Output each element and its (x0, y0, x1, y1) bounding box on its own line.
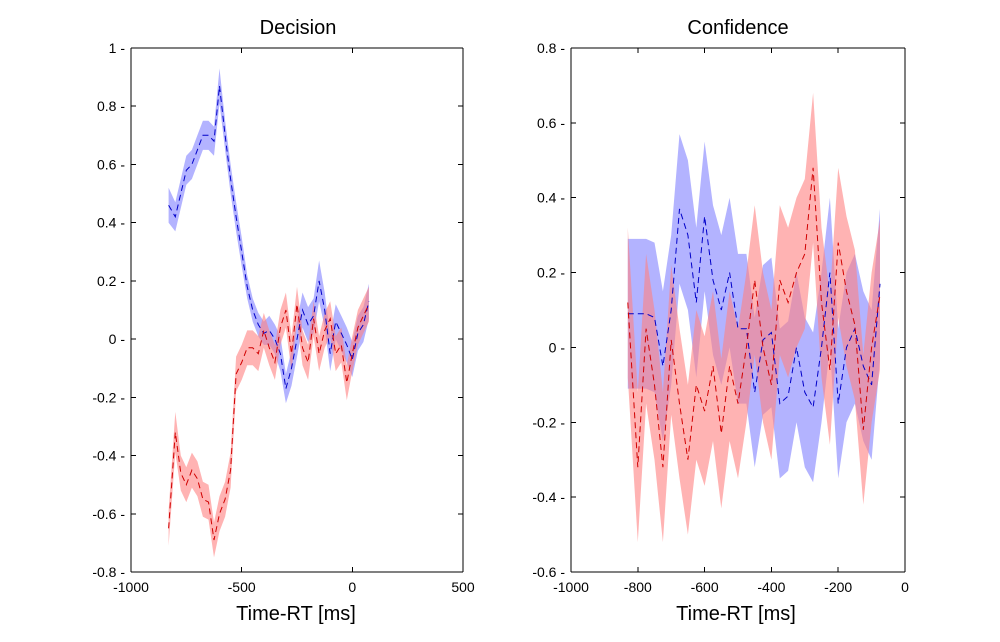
decision-bands (168, 68, 369, 558)
decision-y-tick-label: 0.2 - (97, 273, 125, 289)
decision-x-axis-label: Time-RT [ms] (236, 603, 356, 625)
confidence-x-axis-label: Time-RT [ms] (676, 603, 796, 625)
confidence-y-ticks: -0.6 - -0.4 - -0.2 - 0 - 0.2 - 0.4 - 0.6 - 0.8 … (532, 40, 905, 580)
confidence-x-tick-label: -1000 (553, 579, 589, 595)
decision-red-band (168, 286, 369, 558)
confidence-axes (570, 47, 906, 573)
confidence-blue-line (627, 208, 881, 409)
decision-y-tick-label: -0.4 - (92, 448, 125, 464)
decision-y-tick-label: 0.8 - (97, 98, 125, 114)
decision-axes (130, 47, 464, 573)
confidence-blue-band (627, 134, 880, 483)
confidence-bands (627, 92, 880, 543)
confidence-title: Confidence (687, 17, 788, 39)
decision-x-tick-label: 0 (348, 579, 356, 595)
confidence-y-tick-label: 0.8 - (537, 40, 565, 56)
decision-x-tick-label: -1000 (113, 579, 149, 595)
decision-y-tick-label: 0.4 - (97, 215, 125, 231)
decision-x-tick-label: -500 (228, 579, 256, 595)
confidence-y-tick-label: -0.2 - (532, 414, 565, 430)
decision-y-tick-label: -0.6 - (92, 506, 125, 522)
confidence-x-ticks: -1000 -800 -600 -400 -200 0 (553, 48, 909, 595)
confidence-y-tick-label: -0.4 - (532, 489, 565, 505)
decision-y-tick-label: 1 - (109, 40, 126, 56)
decision-x-ticks: -1000 -500 0 500 (113, 48, 475, 595)
decision-y-tick-label: -0.2 - (92, 389, 125, 405)
decision-panel: Decision -1000 -500 0 500 -0.8 - -0.6 - -0.4 … (92, 17, 475, 625)
confidence-y-tick-label: 0.2 - (537, 265, 565, 281)
confidence-y-tick-label: 0.4 - (537, 190, 565, 206)
decision-blue-line (168, 85, 370, 389)
decision-lines (168, 85, 370, 541)
confidence-red-line (627, 167, 881, 468)
confidence-y-tick-label: -0.6 - (532, 564, 565, 580)
decision-x-tick-label: 500 (451, 579, 475, 595)
confidence-x-tick-label: -400 (757, 579, 785, 595)
decision-y-tick-label: 0.6 - (97, 156, 125, 172)
decision-title: Decision (260, 17, 337, 39)
decision-y-tick-label: -0.8 - (92, 564, 125, 580)
confidence-x-tick-label: -600 (691, 579, 719, 595)
confidence-panel: Confidence -1000 -800 -600 -400 -200 0 -0.6 -… (532, 17, 909, 625)
confidence-y-tick-label: 0 - (549, 339, 566, 355)
confidence-lines (627, 167, 881, 468)
decision-y-tick-label: 0 - (109, 331, 126, 347)
decision-y-ticks: -0.8 - -0.6 - -0.4 - -0.2 - 0 - 0.2 - 0.4 - 0.6… (92, 40, 463, 580)
confidence-y-tick-label: 0.6 - (537, 115, 565, 131)
confidence-x-tick-label: 0 (901, 579, 909, 595)
confidence-x-tick-label: -200 (824, 579, 852, 595)
confidence-x-tick-label: -800 (624, 579, 652, 595)
decision-red-line (168, 303, 370, 541)
